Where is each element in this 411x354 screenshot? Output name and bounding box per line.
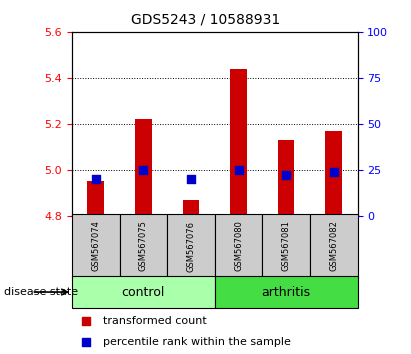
Bar: [120, 214, 167, 278]
Bar: [310, 214, 358, 278]
Bar: [72, 276, 215, 308]
Bar: [215, 214, 262, 278]
Bar: [72, 214, 120, 278]
Text: GSM567076: GSM567076: [187, 221, 196, 272]
Text: transformed count: transformed count: [103, 316, 207, 326]
Text: GSM567074: GSM567074: [91, 221, 100, 272]
Point: [83, 318, 90, 324]
Point: [92, 176, 99, 182]
Text: arthritis: arthritis: [261, 286, 311, 298]
Text: disease state: disease state: [4, 287, 78, 297]
Point: [235, 167, 242, 173]
Text: GDS5243 / 10588931: GDS5243 / 10588931: [131, 12, 280, 27]
Text: GSM567075: GSM567075: [139, 221, 148, 272]
Text: GSM567080: GSM567080: [234, 221, 243, 272]
Point: [140, 167, 147, 173]
Point: [283, 173, 289, 178]
Bar: [135, 119, 152, 216]
Text: GSM567081: GSM567081: [282, 221, 291, 272]
Bar: [88, 181, 104, 216]
Point: [188, 176, 194, 182]
Bar: [182, 200, 199, 216]
Bar: [215, 276, 358, 308]
Bar: [326, 131, 342, 216]
Text: percentile rank within the sample: percentile rank within the sample: [103, 337, 291, 348]
Bar: [167, 214, 215, 278]
Bar: [262, 214, 310, 278]
Bar: [278, 140, 295, 216]
Point: [330, 169, 337, 175]
Point: [83, 340, 90, 346]
Bar: [230, 69, 247, 216]
Text: GSM567082: GSM567082: [329, 221, 338, 272]
Text: control: control: [122, 286, 165, 298]
